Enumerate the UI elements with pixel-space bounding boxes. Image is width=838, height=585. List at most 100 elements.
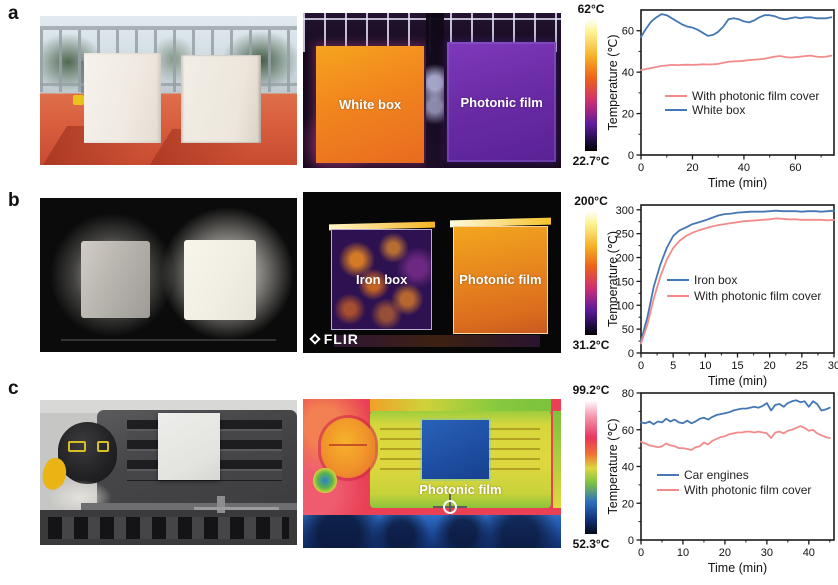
railing-top-rail: [40, 26, 297, 31]
thermal-label-iron-box: Iron box: [356, 272, 408, 288]
thermal-right-edge: [553, 410, 561, 508]
thermal-image-a: White box Photonic film: [303, 13, 561, 168]
colorbar-b: 200°C 31.2°C: [562, 194, 620, 354]
y-tick-label: 60: [622, 425, 634, 437]
x-tick-label: 10: [677, 547, 689, 559]
y-tick-label: 0: [628, 535, 634, 547]
iron-box: [81, 241, 151, 319]
thermal-cool-blob: [313, 467, 337, 493]
thermal-label-white-box: White box: [339, 96, 402, 112]
colorbar-a: 62°C 22.7°C: [562, 2, 620, 172]
mount-bracket: [217, 495, 226, 514]
legend-label: With photonic film cover: [692, 89, 819, 103]
crosshair-circle: [442, 499, 457, 514]
y-tick-label: 300: [616, 205, 634, 217]
y-tick-label: 60: [622, 26, 634, 38]
y-tick-label: 200: [616, 253, 634, 265]
photo-b: [40, 198, 297, 352]
floor-reflection: [60, 339, 277, 342]
legend-label: White box: [692, 103, 745, 117]
y-tick-label: 20: [622, 109, 634, 121]
legend-label: Car engines: [684, 468, 749, 482]
thermal-label-photonic-film: Photonic film: [460, 94, 543, 110]
x-axis-label: Time (min): [708, 374, 767, 388]
y-axis-label: Temperature (℃): [606, 418, 620, 514]
series-line-with-photonic-film-cover: [640, 54, 833, 71]
white-box-left: [83, 53, 161, 143]
thermal-photonic-film: [421, 419, 489, 480]
thermal-image-c: Photonic film: [303, 399, 561, 548]
x-tick-label: 10: [699, 360, 711, 372]
x-tick-label: 60: [789, 162, 801, 174]
oil-can-icon: [68, 440, 87, 453]
photonic-film-patch: [158, 413, 220, 480]
y-tick-label: 50: [622, 324, 634, 336]
series-line-iron-box: [640, 209, 835, 343]
x-axis-label: Time (min): [708, 561, 767, 575]
thermal-white-box: White box: [315, 45, 425, 164]
chart-c-temperature-vs-time: 0 10 20 30 40 0 20 40 60 80 Time (min) Temperature …: [606, 388, 835, 575]
thermal-cold-bottom: [303, 515, 561, 548]
x-tick-label: 30: [828, 360, 838, 372]
flir-diamond-icon: [309, 332, 321, 345]
engine-bay-shelf: [81, 502, 297, 511]
y-tick-label: 40: [622, 67, 634, 79]
photo-a: [40, 16, 297, 165]
colorbar-b-gradient: [585, 211, 597, 335]
series-line-with-photonic-film-cover: [640, 425, 831, 451]
x-tick-label: 0: [638, 547, 644, 559]
yellow-clip: [73, 94, 84, 106]
colorbar-b-min: 31.2°C: [572, 338, 610, 352]
y-tick-label: 20: [622, 498, 634, 510]
thermal-label-photonic-film: Photonic film: [419, 482, 502, 498]
legend-label: With photonic film cover: [694, 289, 821, 303]
series-line-with-photonic-film-cover: [640, 217, 835, 345]
colorbar-b-max: 200°C: [574, 194, 608, 208]
y-tick-label: 80: [622, 388, 634, 400]
y-tick-label: 250: [616, 229, 634, 241]
railing-bottom-rail: [40, 83, 297, 87]
thermal-photonic-film-box: Photonic film: [452, 225, 549, 334]
plot-frame: [640, 392, 835, 541]
panel-label-c: c: [8, 378, 19, 399]
plot-frame: [640, 9, 835, 156]
legend-label: With photonic film cover: [684, 483, 811, 497]
thermal-photonic-film-box: Photonic film: [447, 42, 556, 162]
oil-cap: [57, 421, 118, 485]
y-axis-label: Temperature (℃): [606, 231, 620, 327]
flir-logo: FLIR: [309, 331, 359, 347]
grille-slots: [47, 517, 290, 540]
engine-bay-top: [40, 400, 297, 414]
thermal-reflection: [333, 335, 541, 347]
photonic-film-box-right: [181, 54, 261, 143]
thermal-label-photonic-film: Photonic film: [459, 272, 542, 288]
y-tick-label: 150: [616, 276, 634, 288]
series-line-car-engines: [640, 399, 831, 426]
colorbar-a-gradient: [585, 19, 597, 151]
x-tick-label: 15: [731, 360, 743, 372]
photonic-film-box: [183, 239, 256, 320]
x-tick-label: 5: [670, 360, 676, 372]
colorbar-c-gradient: [585, 400, 597, 534]
x-tick-label: 0: [638, 162, 644, 174]
y-tick-label: 0: [628, 150, 634, 162]
support-rod: [194, 507, 279, 511]
panel-label-a: a: [8, 3, 19, 24]
panel-label-b: b: [8, 190, 20, 211]
x-tick-label: 20: [686, 162, 698, 174]
x-tick-label: 30: [761, 547, 773, 559]
colorbar-a-min: 22.7°C: [572, 154, 610, 168]
chart-a-temperature-vs-time: 0 20 40 60 0 20 40 60 Time (min) Temperature (℃) W…: [606, 9, 835, 190]
x-axis-label: Time (min): [708, 176, 767, 190]
thermal-iron-box: Iron box: [331, 229, 432, 331]
x-tick-label: 25: [796, 360, 808, 372]
thermal-oil-cap-line: [328, 443, 368, 446]
thermal-top-strip: [370, 399, 551, 413]
colorbar-c: 99.2°C 52.3°C: [562, 383, 620, 555]
photo-c: [40, 400, 297, 545]
series-line-white-box: [640, 13, 833, 38]
y-tick-label: 40: [622, 462, 634, 474]
thermal-pole: [425, 13, 444, 168]
